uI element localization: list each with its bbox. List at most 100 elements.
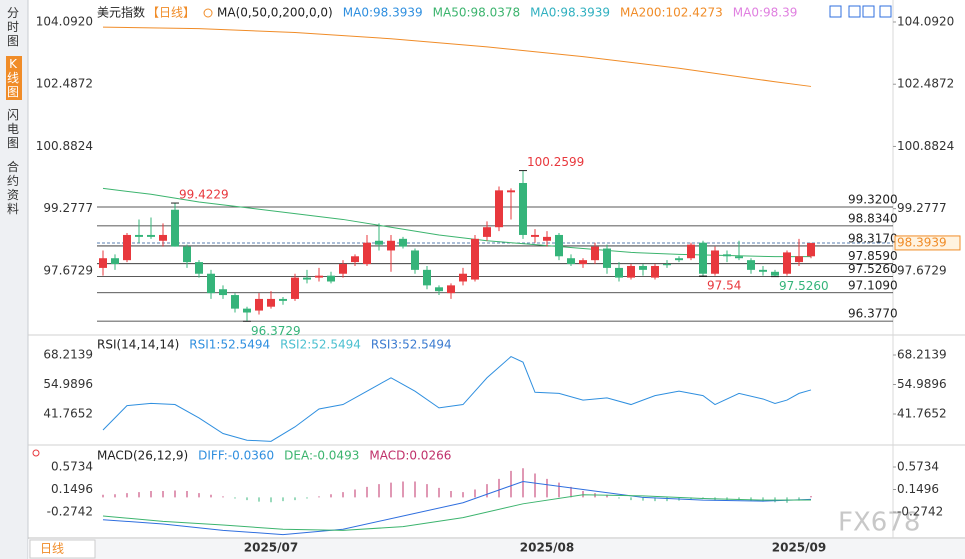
candle-body: [435, 287, 443, 292]
indicator-line: [102, 356, 812, 442]
y-tick-label-right: 99.2777: [897, 201, 947, 215]
candle-body: [363, 242, 371, 265]
candle-body: [495, 190, 503, 228]
header-text: 【日线】: [147, 6, 195, 20]
header-text: MACD:0.0266: [369, 449, 451, 463]
y-tick-label: 99.2777: [43, 201, 93, 215]
candle-body: [615, 267, 623, 278]
period-tab[interactable]: 日线: [40, 542, 64, 556]
y-tick-label: 0.5734: [51, 459, 93, 473]
candle-body: [387, 240, 395, 251]
header-text: DIFF:-0.0360: [198, 449, 274, 463]
y-tick-label-right: 54.9896: [897, 377, 947, 391]
watermark: FX678: [838, 508, 920, 538]
y-tick-label: 0.1496: [51, 482, 93, 496]
indicator-line: [102, 494, 812, 531]
indicator-line: [102, 480, 812, 536]
header-text: RSI3:52.5494: [371, 338, 452, 352]
candle-body: [231, 295, 239, 309]
y-tick-label: 97.6729: [43, 263, 93, 277]
sidebar-tab[interactable]: 合约资料: [6, 160, 19, 216]
candle-body: [123, 234, 131, 261]
extreme-label: 99.4229: [179, 188, 229, 202]
candle-body: [687, 244, 695, 259]
candle-body: [219, 289, 227, 296]
candle-body: [555, 234, 563, 257]
candle-body: [207, 273, 215, 294]
header-text: MA50:98.0378: [433, 6, 521, 20]
candle-body: [675, 258, 683, 261]
candle-body: [375, 240, 383, 245]
sidebar-tab[interactable]: 闪电图: [6, 108, 19, 150]
header-text: RSI2:52.5494: [280, 338, 361, 352]
y-tick-label: 104.0920: [36, 14, 93, 28]
candle-body: [639, 265, 647, 270]
y-tick-label: 41.7652: [43, 406, 93, 420]
extreme-label: 96.3729: [251, 324, 301, 338]
extreme-label: 97.54: [707, 279, 741, 293]
y-tick-label-right: 0.5734: [897, 459, 939, 473]
indicator-line: [102, 26, 812, 87]
header-text: MA200:102.4273: [620, 6, 723, 20]
header-text: RSI1:52.5494: [189, 338, 270, 352]
header-text: DEA:-0.0493: [284, 449, 359, 463]
x-tick-label: 2025/09: [772, 541, 826, 555]
y-tick-label-right: -0.2742: [897, 504, 943, 518]
level-label: 97.1090: [848, 278, 898, 292]
toolbar: [829, 5, 892, 18]
header-text: RSI(14,14,14): [97, 338, 179, 352]
x-tick-label: 2025/07: [244, 541, 298, 555]
candle-body: [795, 256, 803, 263]
candle-body: [183, 246, 191, 263]
y-tick-label-right: 97.6729: [897, 263, 947, 277]
tool-icon[interactable]: [879, 5, 892, 18]
candle-body: [411, 250, 419, 270]
y-tick-label: 68.2139: [43, 348, 93, 362]
candle-body: [771, 271, 779, 276]
candle-body: [459, 273, 467, 282]
y-tick-label: 102.4872: [36, 77, 93, 91]
candle-body: [339, 264, 347, 274]
header-text: MACD(26,12,9): [97, 449, 188, 463]
y-tick-label: 100.8824: [36, 139, 93, 153]
tool-icon[interactable]: [848, 5, 861, 18]
candle-body: [135, 234, 143, 237]
tool-icon[interactable]: [862, 5, 875, 18]
candle-body: [195, 262, 203, 274]
header-text: MA0:98.39: [733, 6, 798, 20]
y-tick-label-right: 104.0920: [897, 14, 954, 28]
y-tick-label-right: 41.7652: [897, 406, 947, 420]
tool-icon[interactable]: [829, 5, 842, 18]
candle-body: [243, 308, 251, 313]
header-text: MA0:98.3939: [343, 6, 423, 20]
candle-body: [351, 256, 359, 263]
level-label: 98.8340: [848, 211, 898, 225]
candle-body: [591, 246, 599, 261]
candle-body: [807, 243, 815, 257]
sidebar-tab[interactable]: 分时图: [6, 6, 19, 48]
candle-body: [399, 238, 407, 247]
header-text: MA0:98.3939: [530, 6, 610, 20]
period-tab-bg[interactable]: [29, 539, 96, 559]
y-tick-label: -0.2742: [47, 504, 93, 518]
candle-body: [171, 209, 179, 247]
collapse-icon: [203, 8, 213, 18]
candle-body: [519, 182, 527, 235]
candle-body: [267, 298, 275, 307]
candle-body: [651, 265, 659, 278]
candle-body: [423, 269, 431, 286]
extreme-label: 97.5260: [779, 279, 829, 293]
candle-body: [99, 258, 107, 268]
candle-body: [447, 285, 455, 294]
sidebar-tab[interactable]: K线图: [6, 57, 19, 99]
level-label: 97.5260: [848, 262, 898, 276]
candle-body: [723, 254, 731, 257]
y-tick-label-right: 102.4872: [897, 77, 954, 91]
candle-body: [603, 248, 611, 268]
candle-body: [111, 258, 119, 265]
candle-body: [783, 252, 791, 274]
candle-body: [279, 298, 287, 301]
candle-body: [147, 234, 155, 237]
